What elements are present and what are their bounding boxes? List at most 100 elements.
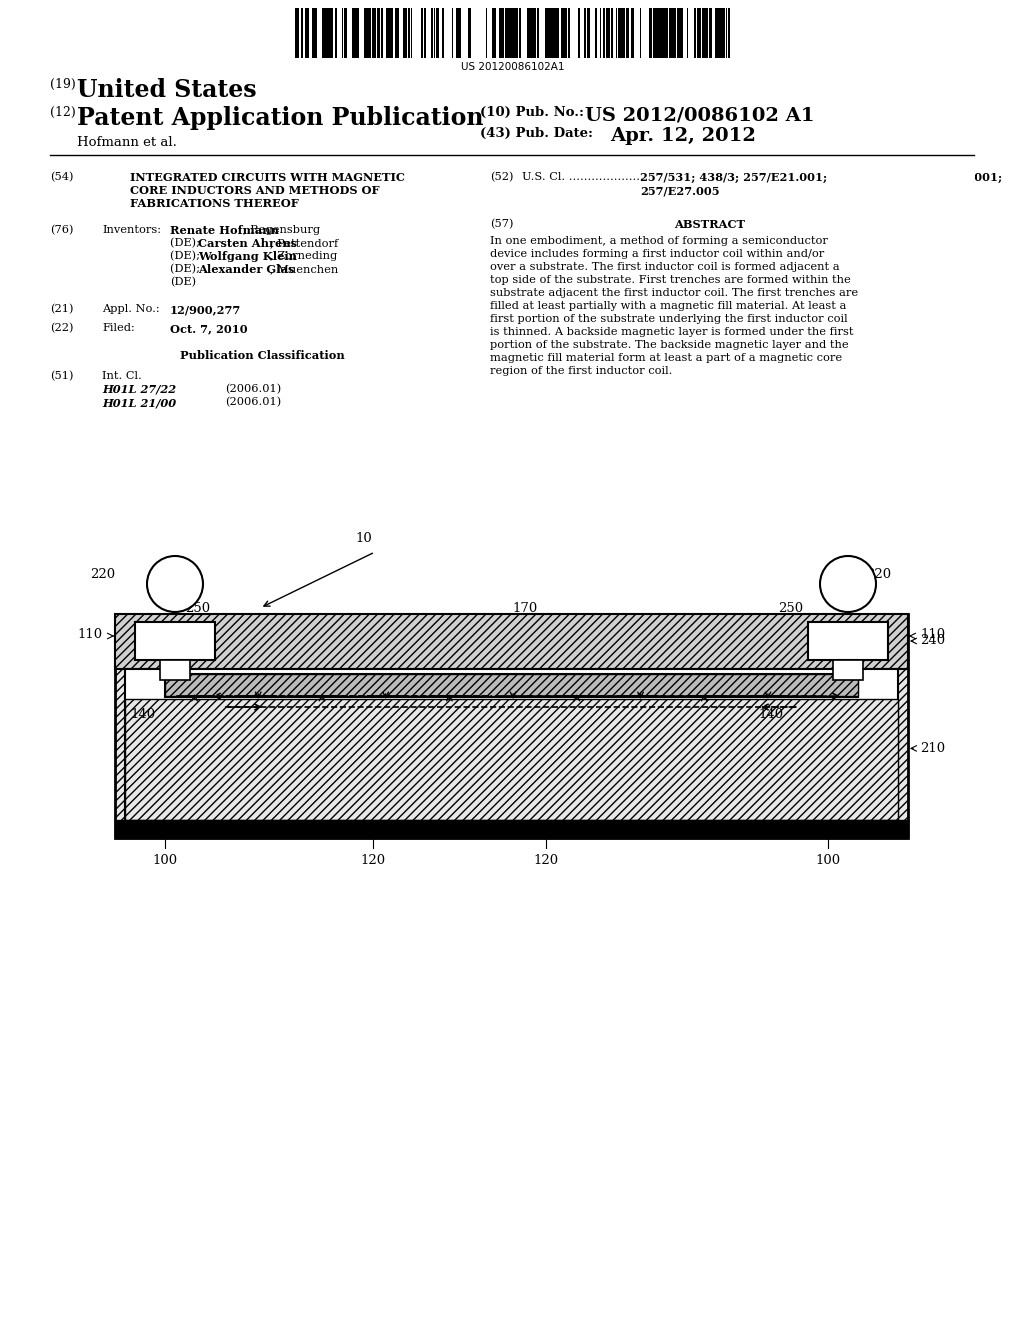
Text: FABRICATIONS THEREOF: FABRICATIONS THEREOF <box>130 198 299 209</box>
Text: (10) Pub. No.:: (10) Pub. No.: <box>480 106 584 119</box>
Text: , Pettendorf: , Pettendorf <box>270 238 339 248</box>
Bar <box>442 8 444 58</box>
Bar <box>160 660 190 680</box>
Text: is thinned. A backside magnetic layer is formed under the first: is thinned. A backside magnetic layer is… <box>490 327 853 337</box>
Bar <box>390 8 393 58</box>
Text: Oct. 7, 2010: Oct. 7, 2010 <box>170 323 248 334</box>
Bar <box>165 675 858 696</box>
Bar <box>337 8 339 58</box>
Bar <box>527 8 531 58</box>
Bar <box>421 8 423 58</box>
Bar <box>611 8 613 58</box>
Bar <box>115 820 908 838</box>
Text: Hofmann et al.: Hofmann et al. <box>77 136 177 149</box>
Bar <box>360 8 364 58</box>
Text: (54): (54) <box>50 172 74 182</box>
Bar <box>728 8 730 58</box>
Text: 140: 140 <box>130 708 155 721</box>
Bar <box>524 8 527 58</box>
Text: Wolfgang Klein: Wolfgang Klein <box>198 251 297 261</box>
Text: first portion of the substrate underlying the first inductor coil: first portion of the substrate underlyin… <box>490 314 848 323</box>
Bar <box>372 8 374 58</box>
Bar <box>471 8 475 58</box>
Text: 240: 240 <box>920 635 945 648</box>
Bar <box>545 8 547 58</box>
Bar <box>125 700 898 820</box>
Bar <box>349 8 351 58</box>
Text: 170: 170 <box>512 602 538 615</box>
Bar <box>412 8 416 58</box>
Bar <box>426 8 430 58</box>
Text: (DE);: (DE); <box>170 251 204 261</box>
Text: Alexander Glas: Alexander Glas <box>198 264 294 275</box>
Bar <box>492 8 496 58</box>
Circle shape <box>820 556 876 612</box>
Bar <box>664 8 668 58</box>
Text: (19): (19) <box>50 78 80 91</box>
Text: (DE);: (DE); <box>170 238 204 248</box>
Bar <box>590 8 594 58</box>
Text: Carsten Ahrens: Carsten Ahrens <box>198 238 297 249</box>
Text: , Muenchen: , Muenchen <box>270 264 339 275</box>
Bar <box>532 8 536 58</box>
Text: , Regensburg: , Regensburg <box>243 224 319 235</box>
Bar <box>626 8 629 58</box>
Bar <box>833 660 863 680</box>
Bar <box>447 8 451 58</box>
Bar <box>653 8 657 58</box>
Text: 257/531; 438/3; 257/E21.001;: 257/531; 438/3; 257/E21.001; <box>815 172 1002 183</box>
Text: 130: 130 <box>195 677 220 690</box>
Bar <box>618 8 621 58</box>
Bar <box>637 8 639 58</box>
Bar <box>383 8 386 58</box>
Text: device includes forming a first inductor coil within and/or: device includes forming a first inductor… <box>490 249 824 259</box>
Text: 100: 100 <box>815 854 841 866</box>
Bar <box>424 8 426 58</box>
Bar <box>290 8 295 58</box>
Bar <box>339 8 342 58</box>
Bar <box>505 8 508 58</box>
Text: 120: 120 <box>360 854 385 866</box>
Text: 257/531; 438/3; 257/E21.001;: 257/531; 438/3; 257/E21.001; <box>640 172 827 183</box>
Bar <box>629 8 631 58</box>
Bar <box>580 8 584 58</box>
Circle shape <box>147 556 203 612</box>
Bar <box>374 8 376 58</box>
Bar <box>645 8 648 58</box>
Bar <box>678 8 680 58</box>
Bar <box>595 8 597 58</box>
Bar <box>694 8 696 58</box>
Text: INTEGRATED CIRCUITS WITH MAGNETIC: INTEGRATED CIRCUITS WITH MAGNETIC <box>130 172 404 183</box>
Bar <box>584 8 586 58</box>
Bar <box>690 8 693 58</box>
Bar <box>564 8 566 58</box>
Bar <box>408 8 410 58</box>
Bar <box>649 8 652 58</box>
Bar <box>537 8 539 58</box>
Bar <box>683 8 687 58</box>
Bar <box>381 8 383 58</box>
Text: 250: 250 <box>778 602 803 615</box>
Bar <box>331 8 333 58</box>
Bar <box>497 8 499 58</box>
Bar <box>115 614 908 669</box>
Bar <box>508 8 510 58</box>
Bar <box>547 8 551 58</box>
Text: over a substrate. The first inductor coil is formed adjacent a: over a substrate. The first inductor coi… <box>490 261 840 272</box>
Text: substrate adjacent the first inductor coil. The first trenches are: substrate adjacent the first inductor co… <box>490 288 858 298</box>
Text: US 2012/0086102 A1: US 2012/0086102 A1 <box>585 106 814 124</box>
Text: (12): (12) <box>50 106 80 119</box>
Bar <box>561 8 564 58</box>
Bar <box>323 8 326 58</box>
Text: (DE);: (DE); <box>170 264 204 275</box>
Bar <box>709 8 711 58</box>
Bar <box>606 8 609 58</box>
Text: region of the first inductor coil.: region of the first inductor coil. <box>490 366 673 376</box>
Bar <box>514 8 517 58</box>
Bar <box>658 8 660 58</box>
Text: 210: 210 <box>920 742 945 755</box>
Text: H01L 27/22: H01L 27/22 <box>102 384 176 395</box>
Bar <box>634 8 636 58</box>
Bar <box>295 8 298 58</box>
Text: (76): (76) <box>50 224 74 235</box>
